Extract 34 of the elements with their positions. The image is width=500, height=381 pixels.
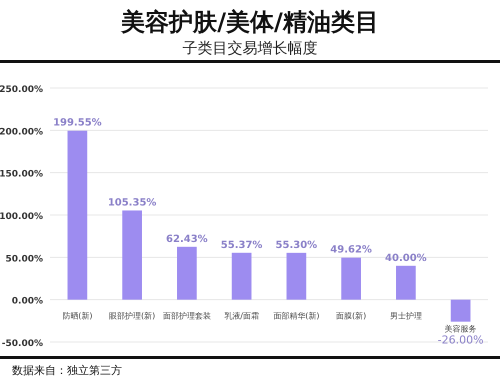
x-tick-label: 防晒(新) <box>62 312 92 321</box>
x-tick-label: 面部精华(新) <box>273 312 320 321</box>
data-label: 105.35% <box>108 197 156 208</box>
y-tick-label: 0.00% <box>12 296 43 307</box>
data-label: 55.30% <box>276 240 318 251</box>
bar <box>68 130 88 300</box>
bar <box>232 252 252 300</box>
bar <box>341 258 361 300</box>
y-tick-label: 150.00% <box>0 170 43 180</box>
bar <box>396 266 416 300</box>
x-tick-label: 眼部护理(新) <box>109 312 156 321</box>
data-label: -26.00% <box>438 334 484 347</box>
data-label: 62.43% <box>166 234 208 245</box>
bar <box>122 210 142 300</box>
data-label: 55.37% <box>220 240 262 251</box>
x-tick-label: 面膜(新) <box>336 312 366 321</box>
bar <box>286 252 306 300</box>
x-tick-label: 美容服务 <box>444 324 477 334</box>
data-label: 49.62% <box>330 244 372 256</box>
y-tick-label: -50.00% <box>2 339 43 349</box>
data-label: 199.55% <box>53 118 102 129</box>
y-tick-label: 250.00% <box>0 85 43 95</box>
chart-subtitle: 子类目交易增长幅度 <box>182 39 318 57</box>
bar <box>177 246 197 300</box>
y-tick-label: 100.00% <box>0 212 43 222</box>
text: 数据来自：独立第三方 <box>12 364 122 377</box>
x-tick-label: 乳液/面霜 <box>224 312 259 321</box>
data-label: 40.00% <box>385 252 427 264</box>
x-tick-label: 面部护理套装 <box>162 312 211 321</box>
y-tick-label: 200.00% <box>0 127 43 138</box>
bar <box>450 300 470 322</box>
x-tick-label: 男士护理 <box>390 312 422 321</box>
chart-title: 美容护肤/美体/精油类目 <box>120 8 379 36</box>
y-tick-label: 50.00% <box>6 254 43 264</box>
